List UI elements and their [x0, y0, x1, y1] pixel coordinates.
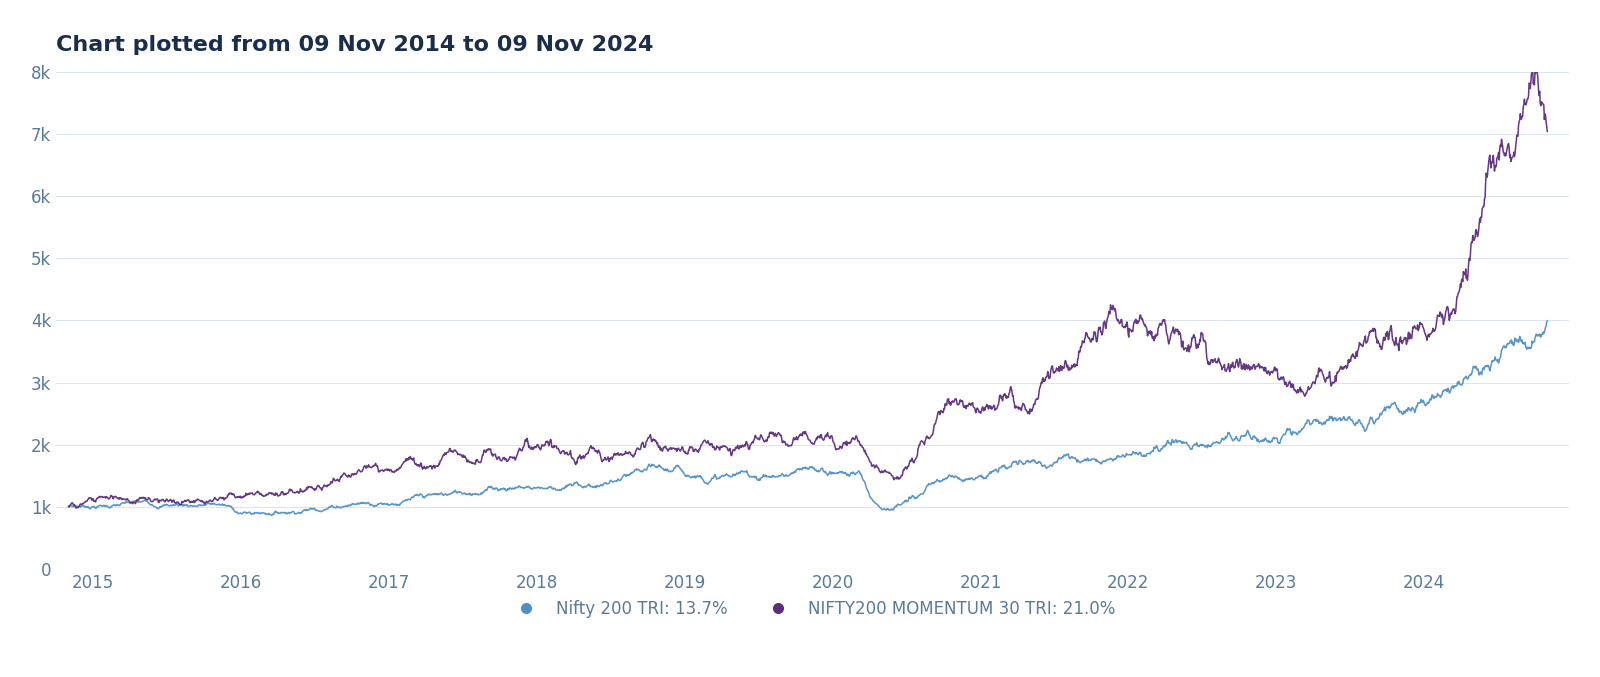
Text: Chart plotted from 09 Nov 2014 to 09 Nov 2024: Chart plotted from 09 Nov 2014 to 09 Nov…: [56, 35, 654, 56]
Legend: Nifty 200 TRI: 13.7%, NIFTY200 MOMENTUM 30 TRI: 21.0%: Nifty 200 TRI: 13.7%, NIFTY200 MOMENTUM …: [502, 594, 1122, 625]
